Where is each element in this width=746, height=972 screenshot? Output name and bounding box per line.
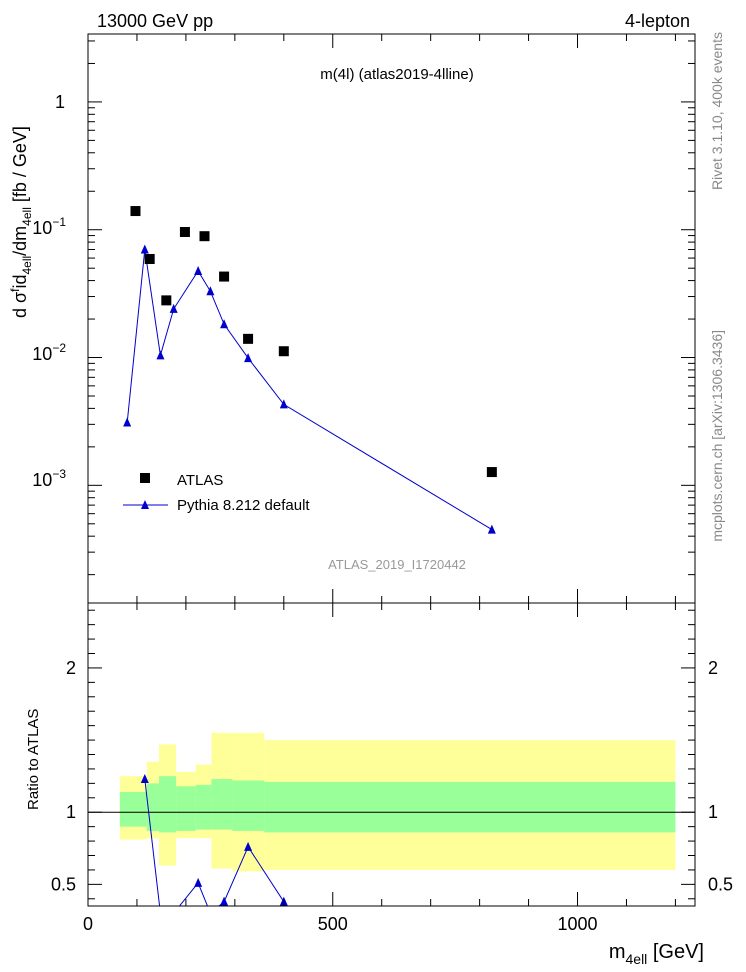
ratio-mc-point [194, 877, 203, 887]
watermark: ATLAS_2019_I1720442 [328, 557, 466, 572]
atlas-point [486, 467, 497, 478]
uncertainty-band-inner [158, 776, 177, 833]
atlas-point [179, 226, 190, 237]
uncertainty-band-inner [119, 792, 147, 827]
ytick-1: 1 [55, 92, 65, 112]
mc-point [169, 303, 178, 313]
ratio-tick-labels: 0.5 0.5 1 1 2 2 0 500 1000 [51, 658, 733, 934]
ratio-ytick-label: 1 [66, 802, 76, 822]
legend-mc-label: Pythia 8.212 default [177, 497, 310, 514]
xtick-label: 1000 [557, 914, 597, 934]
uncertainty-band-inner [176, 786, 196, 831]
mc-point [220, 319, 229, 329]
uncertainty-band-inner [211, 779, 233, 830]
x-axis-label: m4ell [GeV] [609, 941, 704, 967]
ratio-mc-line [144, 778, 285, 906]
rivet-label: Rivet 3.1.10, 400k events [709, 32, 725, 190]
ratio-mc-point [220, 896, 229, 906]
mc-point [206, 286, 215, 296]
ytick-1e-2: 10−2 [32, 341, 66, 364]
uncertainty-band-inner [195, 784, 212, 830]
uncertainty-band-inner [264, 781, 676, 833]
legend-mc-marker [141, 500, 149, 509]
mc-point [123, 417, 132, 427]
main-panel: m(4l) (atlas2019-4lline) ATLAS_2019_I172… [8, 33, 696, 604]
mc-point [279, 399, 288, 409]
legend-atlas-label: ATLAS [177, 472, 223, 489]
uncertainty-band-inner [232, 780, 265, 831]
main-frame [87, 33, 696, 604]
ratio-panel: 0.5 0.5 1 1 2 2 0 500 1000 Ratio to ATLAS m4ell … [25, 602, 733, 967]
mc-point [140, 244, 149, 254]
main-title: m(4l) (atlas2019-4lline) [320, 66, 473, 83]
ratio-plot-area [88, 732, 695, 906]
header-left: 13000 GeV pp [97, 11, 213, 31]
xtick-label: 500 [318, 914, 348, 934]
ratio-ylabel: Ratio to ATLAS [25, 709, 42, 810]
ratio-ytick-label-right: 0.5 [708, 874, 733, 894]
mc-point [244, 353, 253, 363]
y-tick-labels: 1 10−1 10−2 10−3 [32, 92, 66, 490]
mc-point [194, 266, 203, 276]
ratio-ytick-label-right: 1 [708, 802, 718, 822]
ytick-1e-3: 10−3 [32, 467, 66, 490]
uncertainty-band-inner [146, 783, 159, 831]
mcplots-label: mcplots.cern.ch [arXiv:1306.3436] [709, 330, 725, 542]
ratio-mc-point [140, 774, 149, 784]
mc-point [487, 524, 496, 534]
main-ylabel: d σfid4ell/dm4ell [fb / GeV] [8, 126, 34, 318]
atlas-point [161, 295, 172, 306]
main-plot-area [123, 206, 497, 534]
atlas-point [130, 206, 141, 217]
ratio-ticks [87, 603, 695, 906]
ratio-mc-point [244, 841, 253, 851]
main-ticks [87, 34, 695, 603]
xtick-label: 0 [83, 914, 93, 934]
atlas-point [243, 333, 254, 344]
mc-series-line [126, 249, 493, 531]
atlas-point [219, 271, 230, 282]
header-right: 4-lepton [625, 11, 690, 31]
atlas-point [278, 346, 289, 357]
legend: ATLAS Pythia 8.212 default [123, 472, 310, 514]
ytick-1e-1: 10−1 [32, 215, 66, 238]
atlas-point [144, 254, 155, 265]
atlas-point [199, 231, 210, 242]
ratio-ytick-label: 2 [66, 658, 76, 678]
ratio-ytick-label-right: 2 [708, 658, 718, 678]
ratio-ytick-label: 0.5 [51, 874, 76, 894]
legend-atlas-marker [140, 473, 150, 483]
mc-point [156, 350, 165, 360]
